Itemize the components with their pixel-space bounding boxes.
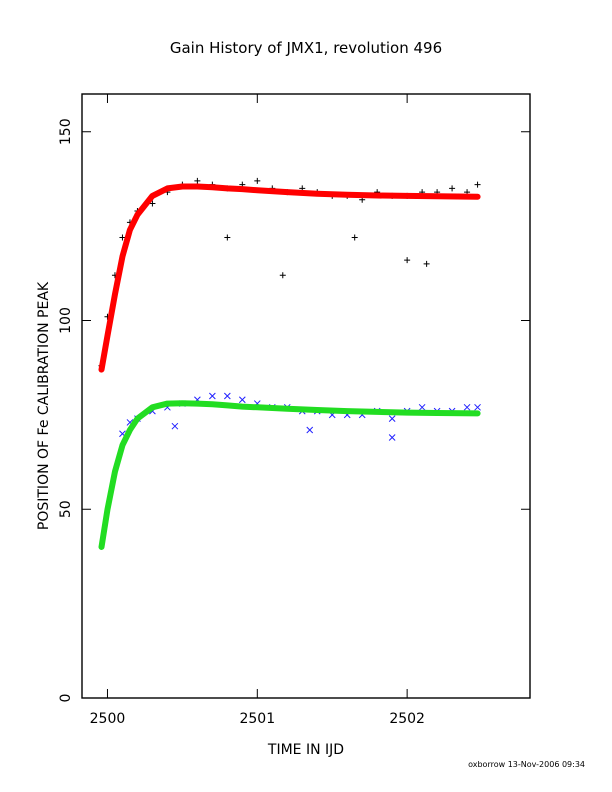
data-point-plus — [254, 177, 261, 184]
data-point-cross — [306, 426, 314, 434]
data-point-plus — [351, 234, 358, 241]
data-point-plus — [404, 257, 411, 264]
fit-curve-line — [98, 400, 481, 550]
plot-footer: oxborrow 13-Nov-2006 09:34 — [468, 760, 585, 769]
series-3 — [119, 392, 481, 441]
data-point-cross — [171, 422, 179, 430]
x-tick-label: 2501 — [239, 711, 275, 727]
axis-layer: 2500 2501 2502 0 50 100 150 — [58, 94, 530, 727]
data-point-cross — [238, 396, 246, 404]
x-axis-label: TIME IN IJD — [267, 742, 344, 758]
data-point-cross — [223, 392, 231, 400]
data-point-plus — [279, 272, 286, 279]
y-axis-label: POSITION OF Fe CALIBRATION PEAK — [36, 281, 52, 530]
y-tick-label: 50 — [58, 500, 74, 518]
y-tick-label: 0 — [58, 694, 74, 703]
data-point-plus — [194, 177, 201, 184]
x-tick-label: 2502 — [389, 711, 425, 727]
data-point-plus — [474, 181, 481, 188]
series-layer — [98, 177, 481, 550]
data-point-plus — [224, 234, 231, 241]
data-point-cross — [474, 403, 481, 411]
chart-title: Gain History of JMX1, revolution 496 — [170, 39, 442, 57]
data-point-cross — [388, 415, 396, 423]
data-point-plus — [449, 185, 456, 192]
series-2 — [98, 183, 481, 373]
y-tick-label: 100 — [58, 307, 74, 334]
data-point-plus — [119, 234, 126, 241]
series-4 — [98, 400, 481, 550]
data-point-cross — [388, 434, 396, 441]
data-point-plus — [423, 260, 430, 267]
fit-curve-line — [98, 183, 481, 373]
data-point-cross — [463, 403, 471, 411]
data-point-plus — [149, 200, 156, 207]
series-1 — [98, 177, 481, 369]
y-tick-label: 150 — [58, 118, 74, 145]
x-tick-label: 2500 — [90, 711, 126, 727]
plot-frame — [81, 93, 531, 699]
data-point-cross — [418, 403, 426, 411]
data-point-cross — [209, 392, 216, 400]
